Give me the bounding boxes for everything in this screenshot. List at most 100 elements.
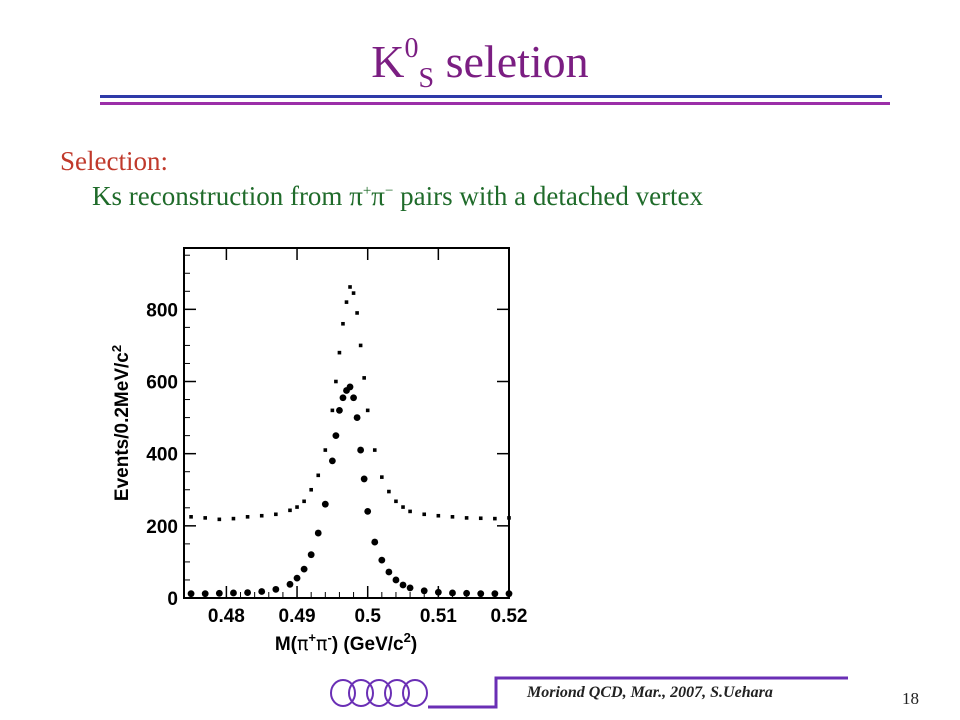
data-point — [351, 291, 356, 295]
data-point — [357, 446, 365, 454]
data-point — [406, 584, 414, 592]
data-point — [392, 576, 400, 584]
data-point — [358, 343, 363, 348]
logo-ring-5 — [402, 679, 428, 707]
data-point — [215, 589, 223, 597]
data-point — [316, 473, 321, 478]
selection-heading: Selection: — [60, 146, 168, 176]
data-point — [336, 406, 343, 414]
data-point — [360, 475, 368, 483]
data-point — [259, 513, 264, 518]
x-tick-label: 0.52 — [491, 606, 528, 627]
title-rule-blue — [100, 95, 882, 98]
data-point — [203, 516, 207, 520]
data-point — [258, 588, 266, 595]
description-part-2: pairs with a detached vertex — [393, 181, 704, 211]
data-point — [189, 515, 193, 519]
footer-divider-line — [428, 676, 848, 709]
data-point — [493, 516, 497, 521]
data-point — [244, 589, 251, 596]
data-point — [362, 376, 366, 380]
data-point — [288, 508, 292, 513]
data-point — [353, 414, 361, 421]
x-axis-ticks: 0.48 0.49 0.5 0.51 0.52 — [208, 248, 528, 627]
y-tick-label: 0 — [167, 589, 178, 610]
data-point — [449, 589, 456, 597]
pion-symbol-2: π — [371, 181, 385, 211]
data-point — [491, 590, 499, 598]
x-tick-label: 0.49 — [279, 606, 316, 627]
data-point — [420, 587, 428, 595]
data-point — [365, 408, 370, 413]
y-tick-label: 400 — [146, 445, 178, 466]
mass-distribution-plot: 0.48 0.49 0.5 0.51 0.52 0 200 400 600 800 Events… — [109, 247, 528, 655]
y-axis-label: Events/0.2MeV/c2 — [109, 345, 133, 501]
data-point — [372, 448, 377, 452]
data-point — [187, 590, 195, 598]
y-tick-label: 800 — [146, 300, 178, 321]
data-point — [286, 580, 294, 588]
data-point — [332, 432, 340, 440]
data-point — [300, 565, 308, 573]
logo-ring-3 — [366, 679, 392, 707]
x-tick-label: 0.51 — [420, 606, 457, 627]
data-point — [507, 516, 511, 520]
plot-frame — [183, 247, 510, 599]
data-point — [364, 508, 372, 515]
title-superscript: 0 — [404, 33, 419, 64]
data-point — [272, 585, 280, 593]
data-point — [344, 300, 349, 304]
series-1 — [189, 285, 511, 522]
page-number: 18 — [902, 689, 919, 708]
description-part-1: Ks reconstruction from — [92, 181, 350, 211]
footer-citation: Moriond QCD, Mar., 2007, S.Uehara — [527, 684, 773, 701]
x-tick-label: 0.48 — [208, 606, 245, 627]
data-point — [378, 556, 386, 564]
data-point — [295, 505, 299, 509]
logo-ring-1 — [330, 679, 356, 707]
footer-logo-rings — [330, 679, 428, 707]
data-point — [401, 505, 405, 509]
y-tick-label: 200 — [146, 517, 178, 538]
selection-description: Ks reconstruction from π+π− pairs with a… — [92, 181, 703, 212]
data-point — [450, 515, 455, 519]
data-point — [436, 513, 441, 518]
data-point — [408, 509, 412, 514]
series-layer — [187, 285, 513, 598]
y-axis-ticks: 0 200 400 600 800 — [146, 254, 509, 610]
slide-title: K0S seletion — [0, 33, 960, 97]
data-point — [341, 321, 345, 326]
data-point — [399, 581, 407, 589]
data-point — [422, 512, 427, 517]
data-point — [231, 516, 236, 521]
data-point — [217, 517, 222, 522]
data-point — [274, 512, 278, 517]
data-point — [346, 383, 354, 391]
data-point — [293, 574, 301, 582]
title-rest: seletion — [434, 36, 589, 87]
data-point — [464, 516, 469, 520]
data-point — [314, 529, 322, 537]
data-point — [380, 475, 384, 479]
title-subscript: S — [418, 63, 435, 94]
data-point — [245, 515, 250, 519]
pion-symbol-1: π — [349, 181, 363, 211]
data-point — [434, 588, 442, 596]
data-point — [355, 311, 359, 315]
y-tick-label: 600 — [146, 373, 178, 394]
x-tick-label: 0.5 — [354, 606, 381, 627]
data-point — [309, 487, 313, 492]
data-point — [478, 516, 483, 521]
data-point — [505, 590, 513, 598]
data-point — [230, 589, 237, 597]
title-rule-purple — [100, 102, 890, 105]
title-main: K — [371, 36, 405, 87]
data-point — [323, 448, 328, 452]
data-point — [330, 408, 335, 413]
logo-ring-2 — [348, 679, 374, 707]
x-axis-label: M(π+π-) (GeV/c2) — [275, 630, 417, 655]
data-point — [328, 457, 336, 465]
data-point — [321, 500, 329, 508]
data-point — [477, 590, 485, 598]
data-point — [387, 489, 391, 494]
